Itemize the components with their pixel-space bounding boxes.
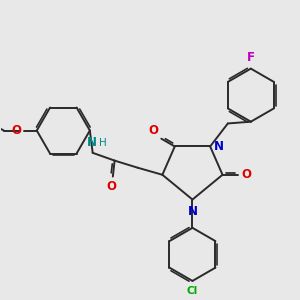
Text: O: O [12,124,22,137]
Text: N: N [87,136,97,148]
Text: H: H [99,137,106,148]
Text: Cl: Cl [187,286,198,296]
Text: O: O [241,168,251,181]
Text: F: F [247,51,255,64]
Text: N: N [188,205,197,218]
Text: O: O [148,124,158,137]
Text: N: N [214,140,224,153]
Text: O: O [106,180,116,193]
